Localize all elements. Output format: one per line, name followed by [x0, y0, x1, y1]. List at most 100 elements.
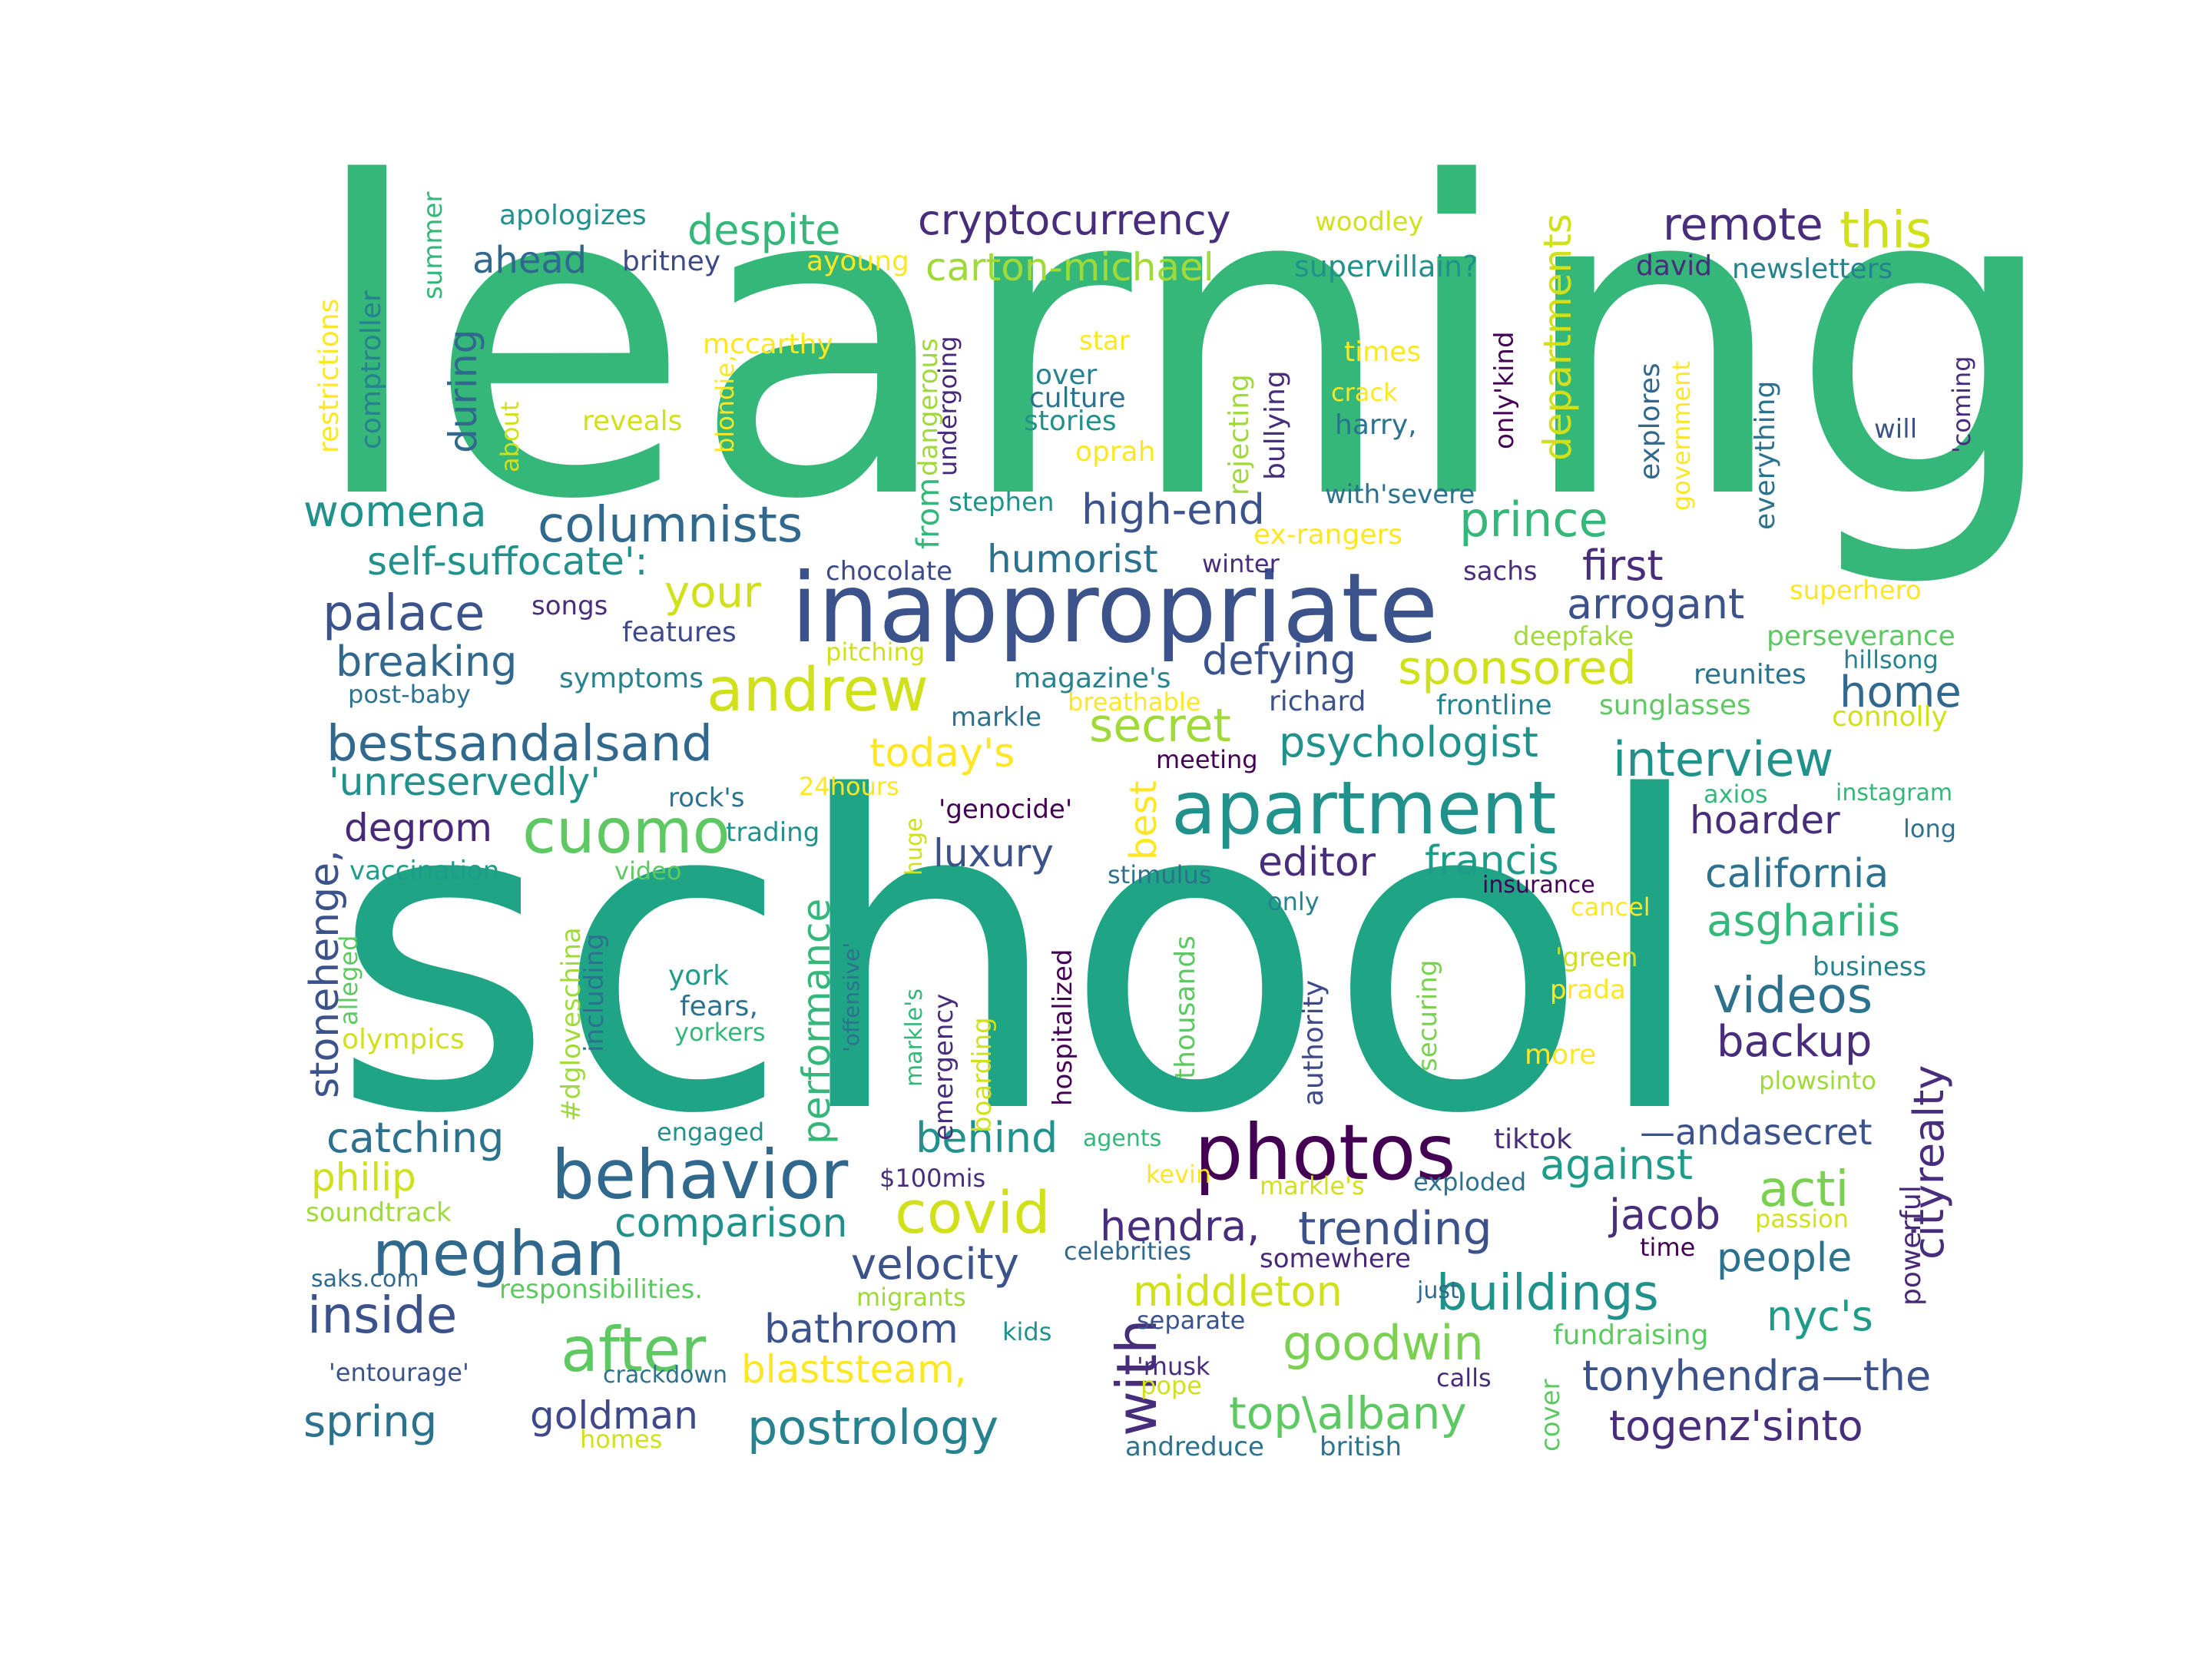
- word-california: california: [1705, 851, 1889, 897]
- word-meeting: meeting: [1156, 745, 1258, 774]
- word-hoarder: hoarder: [1690, 798, 1840, 843]
- word-goldman: goldman: [530, 1393, 698, 1438]
- word-features: features: [622, 617, 737, 648]
- word-boarding: boarding: [967, 1017, 998, 1133]
- word-culture: culture: [1029, 382, 1126, 414]
- word-engaged: engaged: [657, 1118, 764, 1147]
- word-connolly: connolly: [1832, 701, 1948, 733]
- word-acti: acti: [1759, 1161, 1849, 1218]
- word-breaking: breaking: [336, 637, 517, 686]
- word-britney: britney: [622, 246, 720, 277]
- word-olympics: olympics: [342, 1024, 465, 1055]
- word-ex-rangers: ex-rangers: [1253, 519, 1402, 551]
- word-coming: 'coming: [1947, 356, 1976, 453]
- word-degrom: degrom: [344, 806, 492, 850]
- word-woodley: woodley: [1315, 207, 1423, 237]
- word-british: british: [1320, 1432, 1402, 1462]
- word-apologizes: apologizes: [499, 200, 647, 231]
- word-reveals: reveals: [582, 406, 682, 437]
- word-only: only: [1267, 887, 1320, 916]
- word-during: during: [441, 329, 485, 453]
- word-yorkers: yorkers: [674, 1018, 766, 1047]
- word-bullying: bullying: [1260, 370, 1291, 480]
- word-luxury: luxury: [933, 831, 1054, 876]
- word-perseverance: perseverance: [1767, 621, 1955, 652]
- word-secret: secret: [1089, 699, 1231, 753]
- word-hendra: hendra,: [1100, 1202, 1260, 1250]
- word-soundtrack: soundtrack: [306, 1197, 452, 1228]
- word-columnists: columnists: [538, 497, 803, 554]
- word-agents: agents: [1083, 1125, 1161, 1152]
- word-authority: authority: [1298, 980, 1330, 1106]
- word-winter: winter: [1202, 549, 1280, 578]
- word-hospitalized: hospitalized: [1048, 949, 1078, 1107]
- word-blaststeam: blaststeam,: [741, 1347, 967, 1392]
- word-green: 'green: [1555, 942, 1638, 973]
- word-philip: philip: [311, 1155, 416, 1200]
- word-magazine-s: magazine's: [1014, 663, 1171, 694]
- word-andrew: andrew: [707, 656, 929, 725]
- word-catching: catching: [326, 1114, 504, 1162]
- word-trading: trading: [726, 817, 820, 848]
- word-performance: performance: [794, 899, 839, 1144]
- word-more: more: [1525, 1039, 1596, 1071]
- word-interview: interview: [1613, 731, 1833, 787]
- word-first: first: [1582, 541, 1664, 590]
- word-home: home: [1839, 667, 1962, 717]
- word-psychologist: psychologist: [1279, 718, 1538, 767]
- word-stonehenge: stonehenge,: [302, 849, 348, 1098]
- word-people: people: [1717, 1235, 1852, 1281]
- word-genocide: 'genocide': [939, 794, 1072, 825]
- word-stimulus: stimulus: [1108, 860, 1211, 889]
- word-chocolate: chocolate: [826, 556, 952, 587]
- word-musk: 'musk: [1137, 1352, 1210, 1381]
- word-behind: behind: [916, 1114, 1058, 1162]
- word-reunites: reunites: [1694, 659, 1806, 690]
- word-despite: despite: [687, 206, 840, 254]
- word-offensive: 'offensive': [839, 942, 864, 1052]
- word-inside: inside: [307, 1286, 457, 1345]
- word-top-albany: top\albany: [1229, 1387, 1467, 1439]
- word-including: including: [579, 933, 610, 1052]
- word-times: times: [1344, 336, 1421, 368]
- word-ayoung: ayoung: [806, 246, 909, 277]
- word-defying: defying: [1202, 636, 1356, 684]
- word-video: video: [614, 856, 681, 886]
- word-breathable: breathable: [1068, 687, 1200, 717]
- word-entourage: 'entourage': [329, 1358, 469, 1387]
- word-rejecting: rejecting: [1224, 374, 1255, 495]
- word-cuomo: cuomo: [522, 796, 730, 867]
- word-departments: departments: [1535, 214, 1580, 461]
- word-videos: videos: [1713, 968, 1873, 1025]
- word-deepfake: deepfake: [1513, 621, 1634, 652]
- word-buildings: buildings: [1436, 1265, 1659, 1322]
- word-summer: summer: [418, 192, 449, 300]
- word-middleton: middleton: [1133, 1267, 1343, 1316]
- word-responsibilities: responsibilities.: [499, 1274, 703, 1305]
- word-instagram: instagram: [1836, 780, 1952, 806]
- word-cryptocurrency: cryptocurrency: [918, 196, 1231, 244]
- word-from: from: [911, 478, 946, 549]
- word-24hours: 24hours: [799, 772, 899, 801]
- word-self-suffocate: self-suffocate':: [367, 539, 647, 584]
- word-goodwin: goodwin: [1283, 1315, 1484, 1371]
- word-calls: calls: [1436, 1363, 1492, 1392]
- word-high-end: high-end: [1081, 485, 1265, 534]
- word-humorist: humorist: [987, 537, 1158, 581]
- word-bestsandalsand: bestsandalsand: [326, 716, 713, 773]
- word-markle: markle: [951, 702, 1041, 733]
- word-homes: homes: [580, 1425, 662, 1454]
- word-andasecret: —andasecret: [1640, 1111, 1873, 1153]
- word-bathroom: bathroom: [764, 1306, 959, 1353]
- word-blondie: blondie,: [710, 355, 740, 453]
- word-kevin: kevin: [1146, 1160, 1211, 1189]
- word-this: this: [1839, 200, 1932, 260]
- word-apartment: apartment: [1171, 767, 1557, 851]
- word-sunglasses: sunglasses: [1599, 690, 1751, 721]
- word-markle-s: markle's: [901, 988, 928, 1087]
- word-time: time: [1640, 1233, 1695, 1262]
- word-comptroller: comptroller: [356, 290, 387, 449]
- word-sponsored: sponsored: [1398, 641, 1636, 695]
